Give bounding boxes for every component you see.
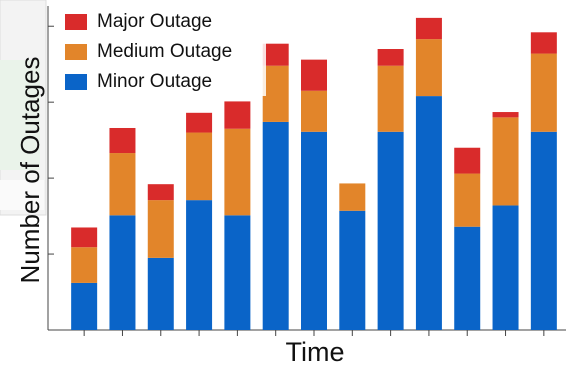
bar-segment	[148, 184, 174, 200]
bar-segment	[416, 39, 442, 96]
bar-segment	[454, 227, 480, 330]
chart: Number of Outages Time Major Outage Mediu…	[0, 0, 581, 368]
bar-segment	[301, 132, 327, 330]
bar-segment	[301, 60, 327, 91]
bar-segment	[378, 132, 404, 330]
bar-segment	[148, 200, 174, 258]
bar-segment	[454, 174, 480, 227]
bar-segment	[493, 205, 519, 330]
bar-segment	[378, 49, 404, 66]
legend-label: Medium Outage	[97, 41, 232, 62]
legend-swatch	[65, 44, 87, 60]
bar-segment	[148, 258, 174, 330]
bar-segment	[263, 44, 289, 66]
legend-label: Major Outage	[97, 11, 212, 32]
bar-segment	[493, 112, 519, 117]
legend-swatch	[65, 14, 87, 30]
bar-segment	[186, 133, 212, 201]
bar-segment	[263, 66, 289, 122]
legend-label: Minor Outage	[97, 71, 212, 92]
legend-swatch	[65, 74, 87, 90]
bar-segment	[263, 122, 289, 330]
bar-segment	[224, 101, 250, 128]
bar-segment	[531, 132, 557, 330]
bar-segment	[339, 183, 365, 210]
bar-segment	[71, 283, 97, 330]
bar-segment	[339, 211, 365, 330]
bar-segment	[531, 32, 557, 53]
bar-segment	[224, 129, 250, 216]
bar-segment	[109, 128, 135, 153]
bar-segment	[224, 215, 250, 330]
bar-segment	[531, 54, 557, 132]
bar-segment	[109, 215, 135, 330]
bar-segment	[109, 153, 135, 215]
bar-segment	[416, 96, 442, 330]
bar-segment	[378, 66, 404, 132]
bar-segment	[186, 200, 212, 330]
bar-segment	[186, 113, 212, 133]
bar-segment	[301, 91, 327, 132]
bar-segment	[416, 18, 442, 39]
bar-segment	[71, 247, 97, 283]
bar-segment	[493, 117, 519, 205]
y-axis-label: Number of Outages	[15, 57, 45, 284]
bar-segment	[454, 148, 480, 174]
x-axis-label: Time	[286, 337, 345, 367]
bar-segment	[71, 227, 97, 247]
